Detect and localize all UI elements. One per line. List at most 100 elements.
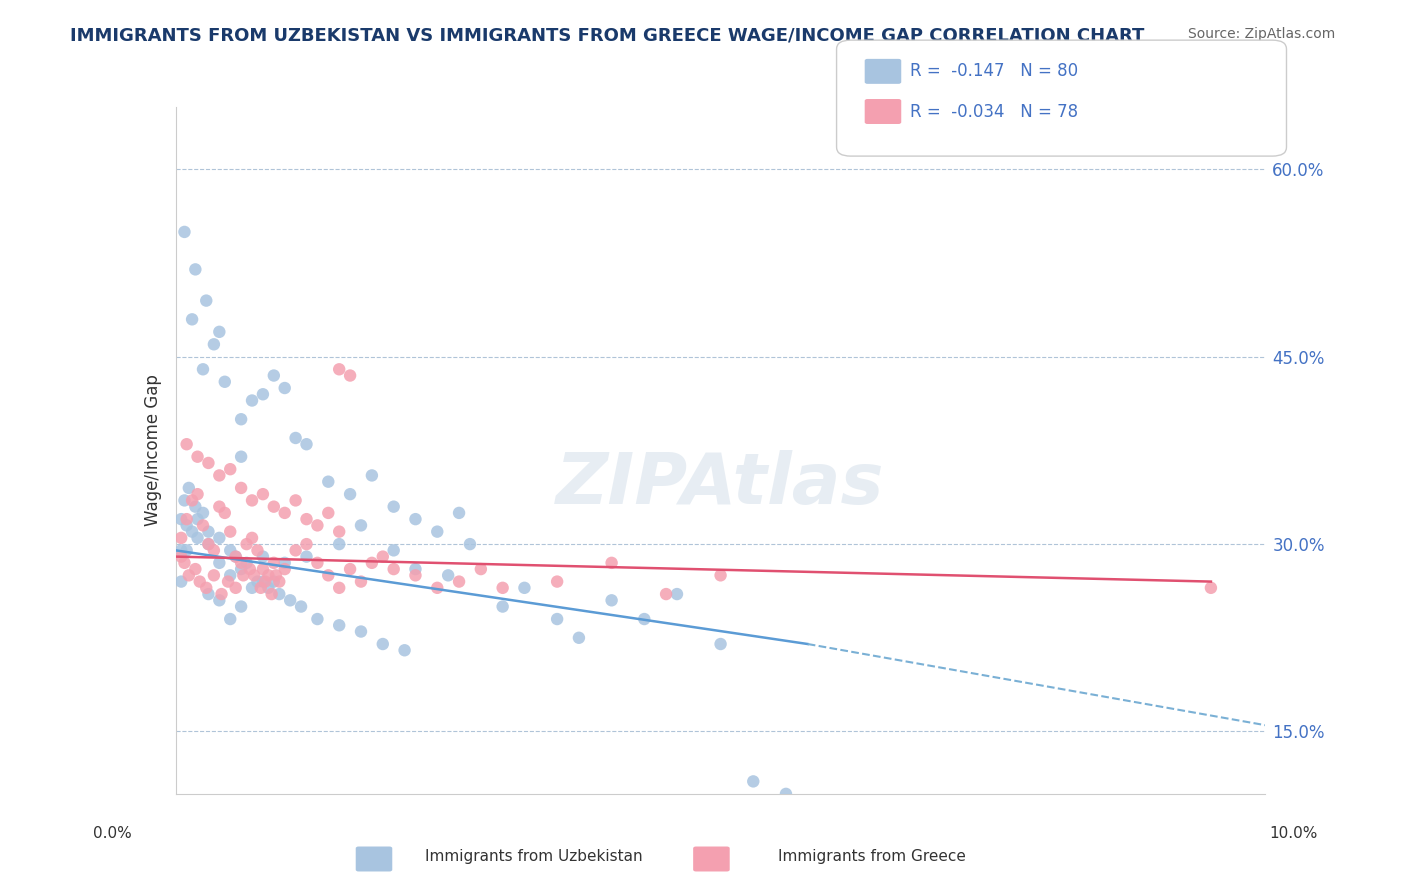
Point xyxy=(405,562,427,576)
Point xyxy=(339,487,361,501)
Point xyxy=(177,481,200,495)
Point xyxy=(513,581,536,595)
Point xyxy=(219,543,242,558)
Point xyxy=(176,437,198,451)
Point xyxy=(170,512,193,526)
Point xyxy=(264,568,287,582)
Point xyxy=(426,524,449,539)
Point xyxy=(191,518,214,533)
Point xyxy=(269,587,291,601)
Point xyxy=(240,531,263,545)
Point xyxy=(176,518,198,533)
Point xyxy=(263,368,285,383)
Point xyxy=(231,556,253,570)
Point xyxy=(202,337,225,351)
Point xyxy=(186,512,209,526)
Point xyxy=(284,431,307,445)
Point xyxy=(328,618,350,632)
Point xyxy=(361,556,384,570)
Point xyxy=(208,500,231,514)
Point xyxy=(274,506,297,520)
Point xyxy=(260,587,283,601)
Point xyxy=(214,506,236,520)
Point xyxy=(318,475,340,489)
Point xyxy=(278,593,301,607)
Point xyxy=(195,581,218,595)
Point xyxy=(181,493,204,508)
Point xyxy=(290,599,312,614)
Point xyxy=(208,531,231,545)
Point xyxy=(173,225,195,239)
Point xyxy=(197,587,219,601)
Point xyxy=(361,468,384,483)
Point xyxy=(284,543,307,558)
Point xyxy=(197,456,219,470)
Point xyxy=(633,612,655,626)
Point xyxy=(307,612,329,626)
Point xyxy=(263,500,285,514)
Point xyxy=(197,524,219,539)
Point xyxy=(394,643,416,657)
Point xyxy=(328,581,350,595)
Point xyxy=(197,537,219,551)
Point xyxy=(600,556,623,570)
Point xyxy=(449,574,471,589)
Point xyxy=(295,512,318,526)
Point xyxy=(231,450,253,464)
Point xyxy=(546,574,568,589)
Point xyxy=(186,487,209,501)
Point xyxy=(191,362,214,376)
Point xyxy=(328,362,350,376)
Point xyxy=(211,587,233,601)
Point xyxy=(775,787,797,801)
Point xyxy=(710,568,733,582)
Point xyxy=(382,500,405,514)
Point xyxy=(371,549,394,564)
Point xyxy=(186,450,209,464)
Point xyxy=(328,537,350,551)
Point xyxy=(246,543,269,558)
Point xyxy=(170,543,193,558)
Point xyxy=(254,574,277,589)
Point xyxy=(339,562,361,576)
Point xyxy=(170,549,193,564)
Point xyxy=(173,556,195,570)
Point xyxy=(225,549,247,564)
Point xyxy=(458,537,481,551)
Point xyxy=(655,587,678,601)
Point xyxy=(263,574,285,589)
Point xyxy=(219,524,242,539)
Point xyxy=(170,531,193,545)
Text: 0.0%: 0.0% xyxy=(93,827,132,841)
Point xyxy=(449,506,471,520)
Point xyxy=(257,581,280,595)
Text: Immigrants from Uzbekistan: Immigrants from Uzbekistan xyxy=(426,849,643,863)
Point xyxy=(208,556,231,570)
Point xyxy=(382,543,405,558)
Point xyxy=(295,537,318,551)
Point xyxy=(186,531,209,545)
Point xyxy=(170,574,193,589)
Point xyxy=(184,562,207,576)
Point xyxy=(214,375,236,389)
Point xyxy=(252,549,274,564)
Point xyxy=(274,381,297,395)
Point xyxy=(274,556,297,570)
Point xyxy=(252,574,274,589)
Y-axis label: Wage/Income Gap: Wage/Income Gap xyxy=(143,375,162,526)
Point xyxy=(176,512,198,526)
Text: ZIPAtlas: ZIPAtlas xyxy=(557,450,884,519)
Point xyxy=(295,549,318,564)
Point xyxy=(181,524,204,539)
Point xyxy=(240,393,263,408)
Point xyxy=(328,524,350,539)
Point xyxy=(252,487,274,501)
Point xyxy=(225,581,247,595)
Point xyxy=(600,593,623,607)
Point xyxy=(219,462,242,476)
Point xyxy=(235,537,257,551)
Text: Immigrants from Greece: Immigrants from Greece xyxy=(778,849,966,863)
Point xyxy=(243,568,266,582)
Point xyxy=(437,568,460,582)
Point xyxy=(339,368,361,383)
